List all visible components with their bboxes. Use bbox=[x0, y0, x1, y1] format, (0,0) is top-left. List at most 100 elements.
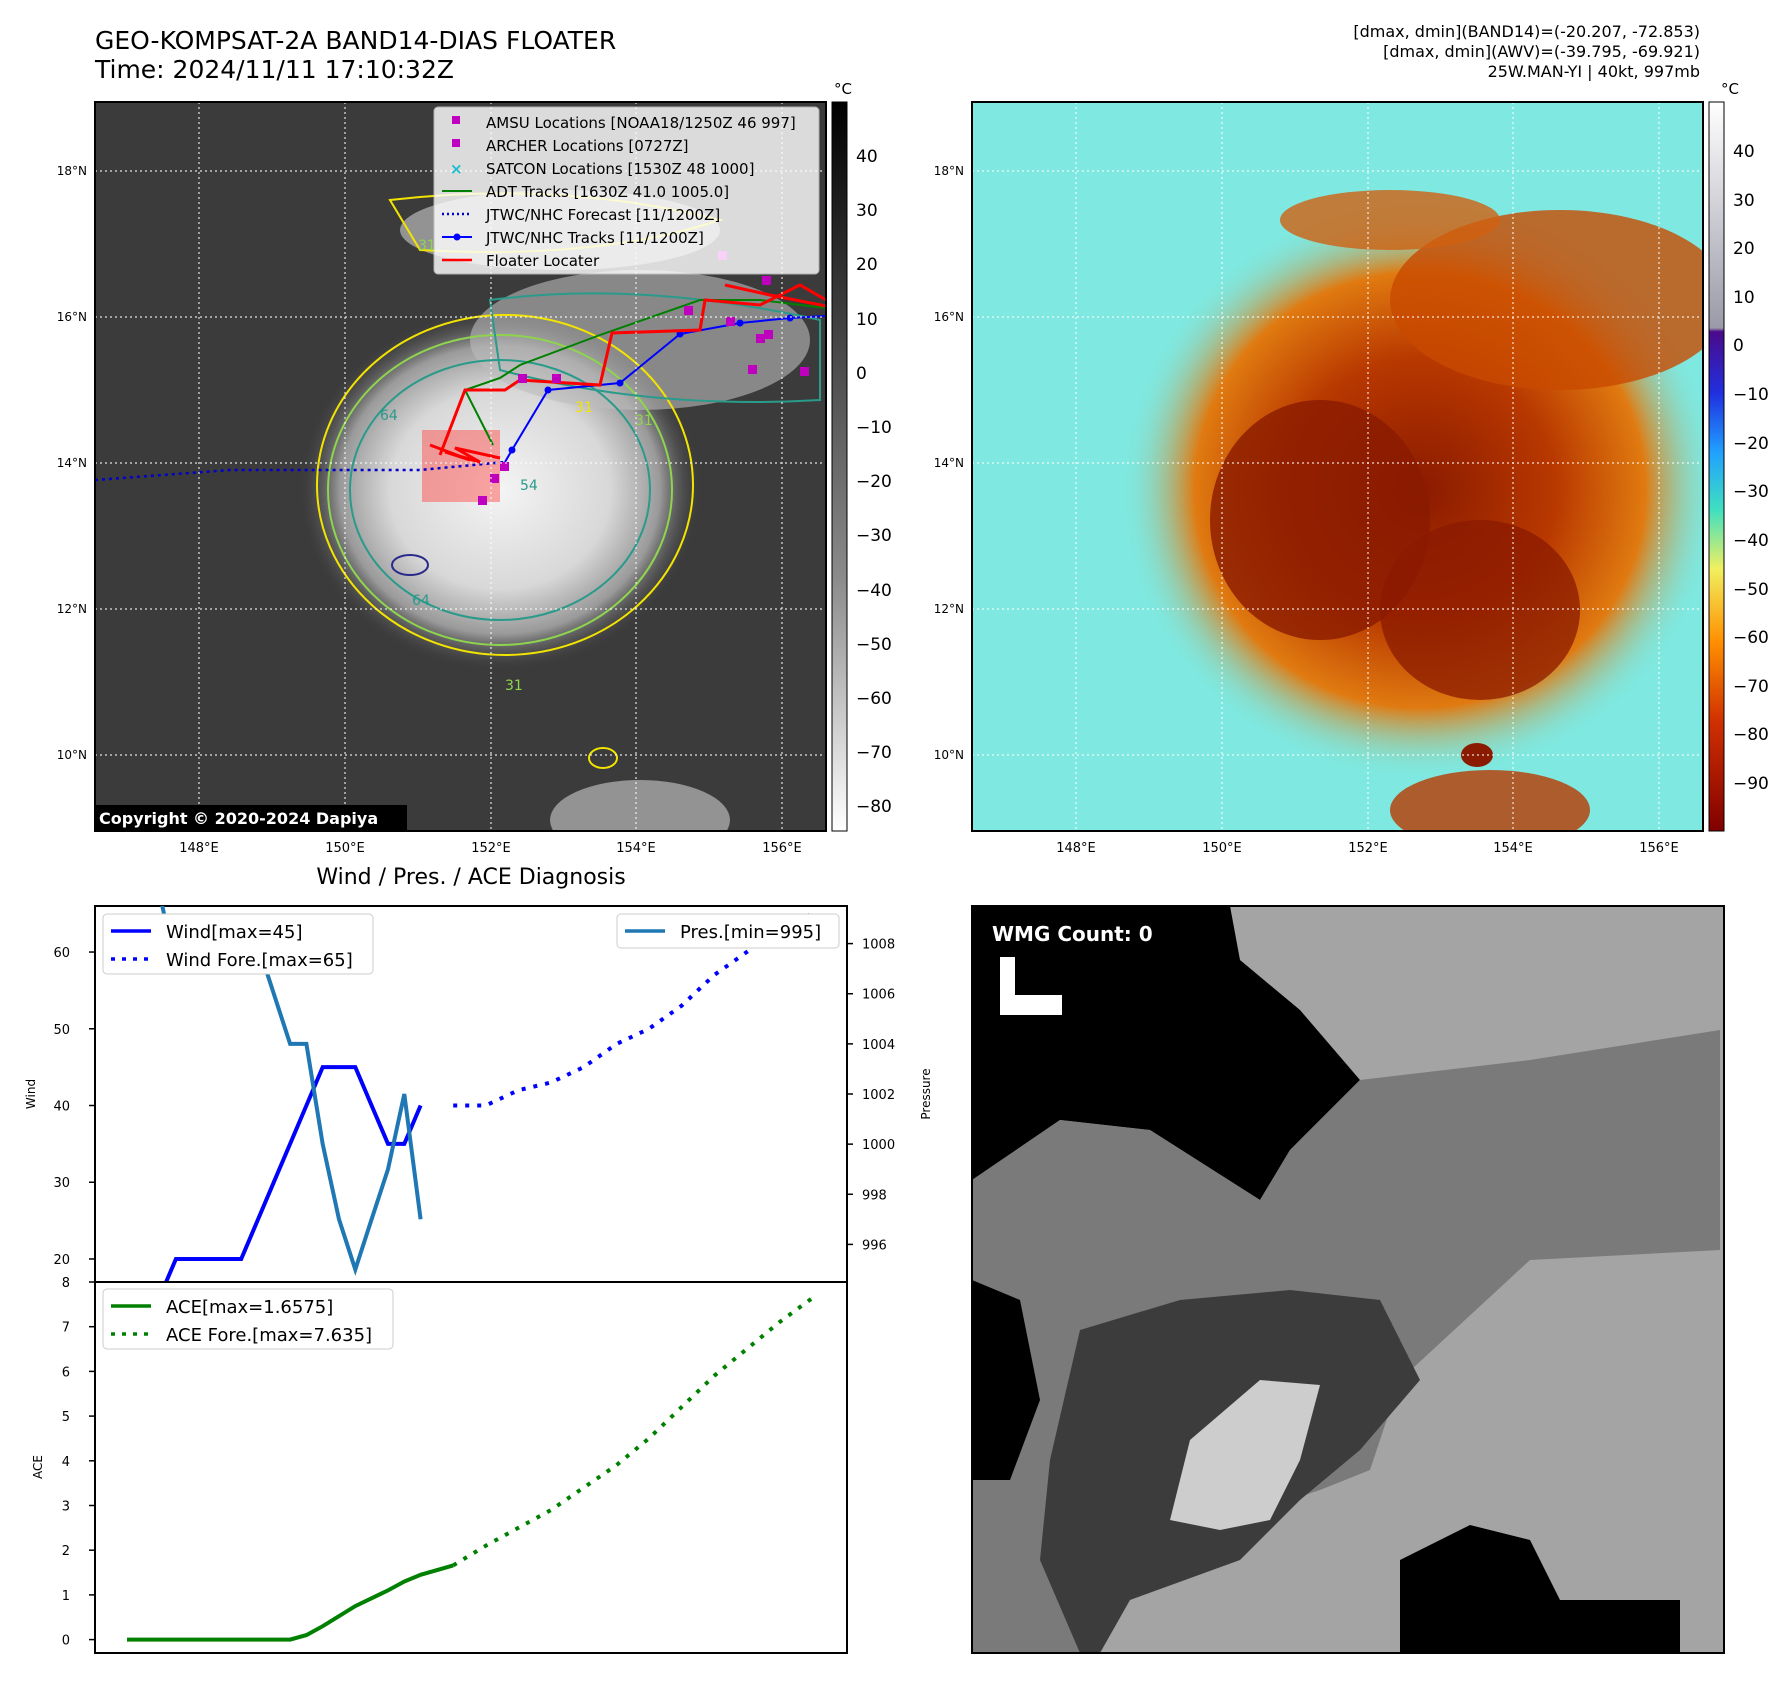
archer-marker bbox=[478, 496, 487, 505]
track-point bbox=[616, 379, 624, 387]
wv-tick: 40 bbox=[1733, 142, 1755, 162]
wv-tick: −40 bbox=[1733, 531, 1769, 551]
wv-tick: 30 bbox=[1733, 191, 1755, 211]
ir-colorbar-unit: °C bbox=[834, 80, 852, 98]
title-line-2: Time: 2024/11/11 17:10:32Z bbox=[95, 55, 454, 84]
contour-label: 31 bbox=[575, 400, 593, 416]
ir-lon-label: 152°E bbox=[471, 841, 511, 856]
amsu-marker bbox=[684, 306, 693, 315]
wv-lon-label: 156°E bbox=[1639, 841, 1679, 856]
archer-legend-swatch bbox=[452, 139, 460, 147]
ir-tick: −30 bbox=[856, 526, 892, 546]
ace-ylabel: ACE bbox=[31, 1455, 45, 1479]
ir-colorbar bbox=[831, 101, 848, 832]
info-line-2: [dmax, dmin](AWV)=(-39.795, -69.921) bbox=[1383, 42, 1700, 61]
info-line-3: 25W.MAN-YI | 40kt, 997mb bbox=[1487, 62, 1700, 81]
wv-tick: −60 bbox=[1733, 628, 1769, 648]
ir-tick: −70 bbox=[856, 743, 892, 763]
ace-fore-legend: ACE Fore.[max=7.635] bbox=[166, 1325, 372, 1346]
info-line-1: [dmax, dmin](BAND14)=(-20.207, -72.853) bbox=[1353, 22, 1700, 41]
wind-legend-box bbox=[102, 913, 374, 975]
ace-legend: ACE[max=1.6575] bbox=[166, 1297, 333, 1318]
ir-tick: −40 bbox=[856, 581, 892, 601]
ace-line bbox=[127, 1563, 454, 1642]
wv-colorbar-unit: °C bbox=[1721, 80, 1739, 98]
track-point bbox=[676, 330, 684, 338]
legend-archer: ARCHER Locations [0727Z] bbox=[486, 137, 689, 155]
ace-legend-box bbox=[102, 1288, 394, 1350]
ace-tick-label: 5 bbox=[62, 1410, 70, 1425]
diagnosis-title: Wind / Pres. / ACE Diagnosis bbox=[316, 865, 625, 890]
wind-tick-label: 30 bbox=[53, 1176, 70, 1191]
wv-tick: −20 bbox=[1733, 434, 1769, 454]
floater-track bbox=[438, 283, 826, 456]
amsu-marker bbox=[764, 330, 773, 339]
wv-lon-label: 154°E bbox=[1493, 841, 1533, 856]
ir-lon-label: 148°E bbox=[179, 841, 219, 856]
wind-yticks: 20 30 40 50 60 bbox=[53, 946, 95, 1268]
wv-lon-label: 152°E bbox=[1348, 841, 1388, 856]
wv-panel: 18°N 16°N 14°N 12°N 10°N 148°E 150°E 152… bbox=[934, 80, 1769, 856]
wv-lat-label: 12°N bbox=[934, 602, 964, 616]
satcon-legend-swatch: × bbox=[450, 160, 463, 178]
wind-line bbox=[163, 1065, 423, 1282]
ace-tick-label: 3 bbox=[62, 1499, 70, 1514]
ir-lat-label: 12°N bbox=[57, 602, 87, 616]
ir-tick: −50 bbox=[856, 635, 892, 655]
ir-contour-cold bbox=[391, 554, 429, 576]
track-point bbox=[736, 319, 744, 327]
contour-label: 31 bbox=[635, 413, 653, 429]
contour-label: 64 bbox=[380, 408, 398, 424]
ir-contour-teal bbox=[349, 359, 651, 621]
ir-tick: 20 bbox=[856, 255, 878, 275]
info-block: [dmax, dmin](BAND14)=(-20.207, -72.853) … bbox=[1353, 22, 1700, 82]
ir-colorbar-ticks: 40 30 20 10 0 −10 −20 −30 −40 −50 −60 −7… bbox=[856, 147, 892, 817]
ir-contour-band bbox=[488, 292, 821, 403]
wind-ylabel: Wind bbox=[24, 1079, 38, 1109]
archer-marker bbox=[490, 474, 499, 483]
wv-tick: −50 bbox=[1733, 580, 1769, 600]
ir-tick: 30 bbox=[856, 201, 878, 221]
wv-band-east bbox=[1390, 210, 1703, 390]
ir-frame bbox=[94, 101, 827, 832]
ir-legend: AMSU Locations [NOAA18/1250Z 46 997] ARC… bbox=[433, 106, 820, 275]
legend-adt: ADT Tracks [1630Z 41.0 1005.0] bbox=[486, 183, 729, 201]
legend-floater: Floater Locater bbox=[486, 252, 600, 270]
adt-track bbox=[463, 299, 826, 446]
ace-tick-label: 1 bbox=[62, 1589, 70, 1604]
wv-band-south bbox=[1390, 770, 1590, 831]
ir-tick: −20 bbox=[856, 472, 892, 492]
track-point bbox=[508, 446, 516, 454]
ir-lon-label: 156°E bbox=[762, 841, 802, 856]
ace-tick-label: 6 bbox=[62, 1365, 70, 1380]
amsu-marker bbox=[800, 367, 809, 376]
ir-panel: 31 31 64 54 64 31 31 bbox=[57, 80, 892, 856]
contour-label: 64 bbox=[412, 593, 430, 609]
wv-tick: −30 bbox=[1733, 482, 1769, 502]
ace-forecast-line bbox=[452, 1296, 814, 1568]
wmg-frame bbox=[971, 905, 1725, 1654]
amsu-marker bbox=[756, 334, 765, 343]
ir-lon-label: 154°E bbox=[616, 841, 656, 856]
wv-lat-label: 16°N bbox=[934, 310, 964, 324]
wind-tick-label: 50 bbox=[53, 1023, 70, 1038]
wind-tick-label: 40 bbox=[53, 1100, 70, 1115]
ir-tick: −10 bbox=[856, 418, 892, 438]
wv-colorbar bbox=[1708, 101, 1725, 832]
wind-legend: Wind[max=45] bbox=[166, 922, 303, 943]
wind-fore-legend: Wind Fore.[max=65] bbox=[166, 950, 353, 971]
ir-contour-spot bbox=[588, 747, 618, 769]
ace-tick-label: 0 bbox=[62, 1634, 70, 1649]
amsu-marker bbox=[748, 365, 757, 374]
ace-tick-label: 8 bbox=[62, 1276, 70, 1291]
ir-contour-yellow bbox=[316, 314, 694, 656]
wv-colorbar-ticks: 40 30 20 10 0 −10 −20 −30 −40 −50 −60 −7… bbox=[1733, 142, 1769, 794]
contour-label: 31 bbox=[418, 238, 436, 254]
pres-legend: Pres.[min=995] bbox=[680, 922, 821, 943]
ir-lat-label: 16°N bbox=[57, 310, 87, 324]
ir-tick: 10 bbox=[856, 310, 878, 330]
legend-box bbox=[433, 106, 820, 275]
legend-satcon: SATCON Locations [1530Z 48 1000] bbox=[486, 160, 754, 178]
pres-tick-label: 1002 bbox=[862, 1088, 895, 1103]
track-point bbox=[786, 314, 794, 322]
